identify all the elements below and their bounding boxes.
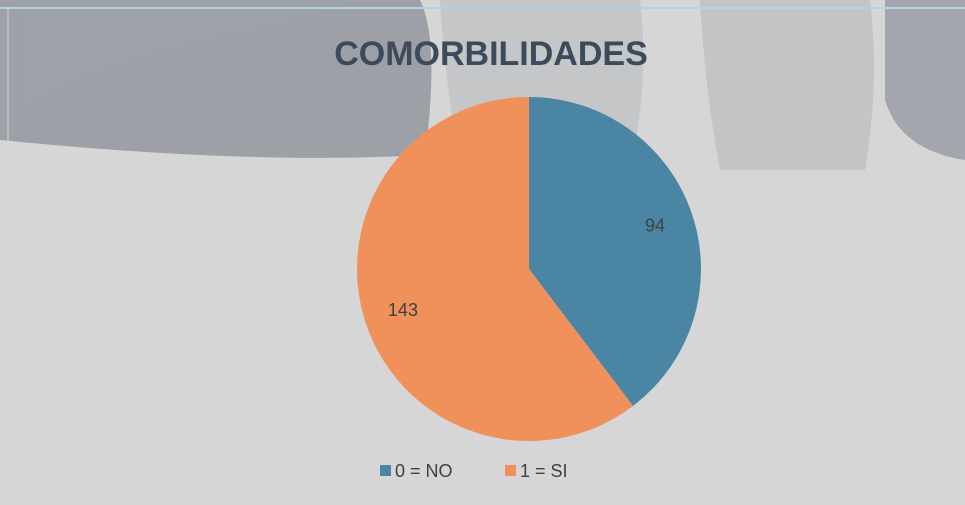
pie-slice [529,97,702,406]
legend-swatch [380,465,391,476]
background-shape [885,0,965,160]
legend-label: 0 = NO [395,461,453,481]
pie-slice [357,97,634,441]
legend-swatch [505,465,516,476]
background-shape [0,0,432,158]
chart-title: COMORBILIDADES [334,35,648,73]
background-shape [20,0,360,110]
background-shape [700,0,874,170]
legend-label: 1 = SI [520,461,568,481]
data-label: 94 [645,215,665,235]
data-label: 143 [388,300,418,320]
